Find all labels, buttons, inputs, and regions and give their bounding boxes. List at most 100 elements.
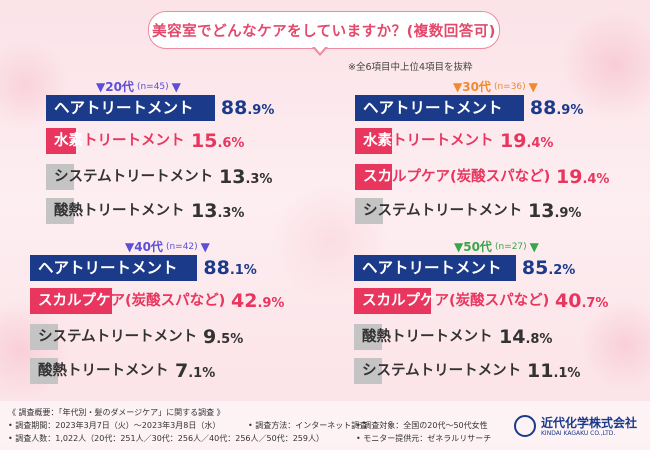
footer-survey-target: • 調査対象：全国の20代～50代女性 bbox=[356, 421, 488, 430]
bar bbox=[355, 198, 383, 224]
bar-value-integer: 19 bbox=[500, 130, 527, 152]
bar-value-label: 85.2% bbox=[522, 255, 575, 281]
bar-value-decimal: .9% bbox=[247, 103, 275, 118]
triangle-down-icon: ▼ bbox=[453, 79, 463, 94]
bar-value-integer: 85 bbox=[521, 257, 549, 279]
bar-value-decimal: .5% bbox=[216, 332, 244, 347]
title-bubble-tail-inner bbox=[314, 46, 326, 53]
bar bbox=[30, 324, 58, 350]
bar bbox=[30, 358, 58, 384]
bar-category-label-rest: ア(炭酸スパなど) bbox=[110, 293, 226, 309]
bar-value-decimal: .4% bbox=[526, 136, 554, 151]
sample-size-label: (n=42) bbox=[165, 241, 198, 252]
footer-survey-method: • 調査方法：インターネット調査 bbox=[248, 421, 368, 430]
age-group-label: 40代 bbox=[134, 240, 163, 254]
triangle-down-icon: ▼ bbox=[528, 79, 538, 94]
bar-value-label: 11.1% bbox=[527, 358, 580, 384]
bar-value-decimal: .4% bbox=[582, 172, 610, 187]
bar-value-label: 88.9% bbox=[221, 95, 274, 121]
bar-category-label-highlight: 水素 bbox=[363, 133, 392, 149]
age-group-header: ▼ 50代 (n=27) ▼ bbox=[454, 238, 539, 255]
age-group-header: ▼ 40代 (n=42) ▼ bbox=[125, 238, 210, 255]
bar-value-decimal: .1% bbox=[553, 366, 581, 381]
bar bbox=[355, 164, 392, 190]
bar-row: システムトリートメント 13.9% bbox=[355, 198, 645, 224]
footer-survey-title: 《 調査概要：「年代別・髪のダメージケア」に関する調査 》 bbox=[8, 408, 225, 417]
bar-category-label: ヘアトリートメント bbox=[362, 259, 502, 277]
bar-category-label: システムトリートメント bbox=[54, 169, 214, 185]
company-name-romaji: KINDAI KAGAKU CO.,LTD. bbox=[541, 430, 616, 437]
bar-value-decimal: .1% bbox=[229, 263, 257, 278]
bar bbox=[355, 128, 392, 154]
bar-row: スカルプケア(炭酸スパなど) 42.9% bbox=[30, 288, 320, 314]
footer: 《 調査概要：「年代別・髪のダメージケア」に関する調査 》 • 調査期間：202… bbox=[0, 401, 650, 450]
bar-value-integer: 40 bbox=[555, 290, 582, 312]
chart-title: 美容室でどんなケアをしていますか？(複数回答可) bbox=[148, 11, 500, 49]
bar bbox=[354, 288, 432, 314]
sample-size-label: (n=27) bbox=[494, 241, 527, 252]
bar bbox=[30, 255, 198, 281]
bar-value-label: 19.4% bbox=[556, 164, 609, 190]
bar-value-label: 88.9% bbox=[530, 95, 583, 121]
bar-value-integer: 13 bbox=[191, 200, 218, 222]
age-group-label: 20代 bbox=[105, 80, 134, 94]
footer-survey-period: • 調査期間：2023年3月7日（火）～2023年3月8日（水） bbox=[8, 421, 221, 430]
bar-category-label-rest: トリートメント bbox=[392, 133, 494, 149]
bar-category-label: 酸熱トリートメント bbox=[362, 329, 493, 345]
bar-value-integer: 7 bbox=[175, 360, 189, 382]
triangle-down-icon: ▼ bbox=[529, 239, 539, 254]
bar-value-decimal: .7% bbox=[581, 296, 609, 311]
bar-category-label: スカルプケア(炭酸スパなど) bbox=[363, 164, 550, 190]
triangle-down-icon: ▼ bbox=[125, 239, 135, 254]
bar-category-label: 水素トリートメント bbox=[363, 128, 494, 154]
bar-category-label-rest: トリートメント bbox=[83, 133, 185, 149]
bar-value-label: 7.1% bbox=[175, 358, 215, 384]
bar-value-decimal: .9% bbox=[257, 296, 285, 311]
bar bbox=[46, 95, 215, 121]
bar-row: 水素トリートメント 15.6% bbox=[46, 128, 336, 154]
bar-row: ヘアトリートメント 88.9% bbox=[46, 95, 336, 121]
bar-row: 酸熱トリートメント 14.8% bbox=[354, 324, 644, 350]
bar-row: スカルプケア(炭酸スパなど) 19.4% bbox=[355, 164, 645, 190]
bar-category-label: ヘアトリートメント bbox=[363, 99, 503, 117]
bar-row: 水素トリートメント 19.4% bbox=[355, 128, 645, 154]
panel-50s: ▼ 50代 (n=27) ▼ ヘアトリートメント 85.2% スカルプケア(炭酸スパなど)… bbox=[354, 238, 644, 398]
bar-value-label: 13.9% bbox=[528, 198, 581, 224]
age-group-label: 50代 bbox=[463, 240, 492, 254]
bar-value-label: 88.1% bbox=[203, 255, 256, 281]
bar-value-decimal: .2% bbox=[548, 263, 576, 278]
bar-category-label: ヘアトリートメント bbox=[38, 259, 178, 277]
bar-category-label-highlight: スカ bbox=[363, 169, 392, 185]
bar bbox=[30, 288, 112, 314]
bar bbox=[46, 198, 74, 224]
bar-category-label: 酸熱トリートメント bbox=[38, 363, 169, 379]
bar-value-label: 13.3% bbox=[191, 198, 244, 224]
bar bbox=[46, 164, 74, 190]
footer-survey-count: • 調査人数：1,022人（20代：251人／30代：256人／40代：256人… bbox=[8, 434, 324, 443]
bar-row: システムトリートメント 11.1% bbox=[354, 358, 644, 384]
chart-note: ※全6項目中上位4項目を抜粋 bbox=[348, 62, 473, 73]
bar-category-label: ヘアトリートメント bbox=[54, 99, 194, 117]
bar-category-label-highlight: 水素 bbox=[54, 133, 83, 149]
bar-value-integer: 13 bbox=[219, 166, 246, 188]
bar-value-integer: 19 bbox=[556, 166, 583, 188]
bar-row: システムトリートメント 9.5% bbox=[30, 324, 320, 350]
bar-category-label: システムトリートメント bbox=[38, 329, 198, 345]
bar-value-decimal: .9% bbox=[554, 206, 582, 221]
triangle-down-icon: ▼ bbox=[171, 79, 181, 94]
panel-40s: ▼ 40代 (n=42) ▼ ヘアトリートメント 88.1% スカルプケア(炭酸スパなど)… bbox=[30, 238, 320, 398]
triangle-down-icon: ▼ bbox=[454, 239, 464, 254]
footer-monitor-source: • モニター提供元：ゼネラルリサーチ bbox=[356, 434, 492, 443]
bar-category-label: システムトリートメント bbox=[363, 203, 523, 219]
bar-value-label: 9.5% bbox=[203, 324, 243, 350]
triangle-down-icon: ▼ bbox=[200, 239, 210, 254]
bar-category-label-highlight: スカルプケ bbox=[362, 293, 435, 309]
bar-value-integer: 15 bbox=[191, 130, 218, 152]
bar-category-label: 水素トリートメント bbox=[54, 128, 185, 154]
bar bbox=[354, 324, 382, 350]
bar-row: ヘアトリートメント 88.9% bbox=[355, 95, 645, 121]
bar-row: システムトリートメント 13.3% bbox=[46, 164, 336, 190]
bar-value-decimal: .8% bbox=[525, 332, 553, 347]
bar-row: ヘアトリートメント 88.1% bbox=[30, 255, 320, 281]
bar-category-label: スカルプケア(炭酸スパなど) bbox=[38, 288, 225, 314]
